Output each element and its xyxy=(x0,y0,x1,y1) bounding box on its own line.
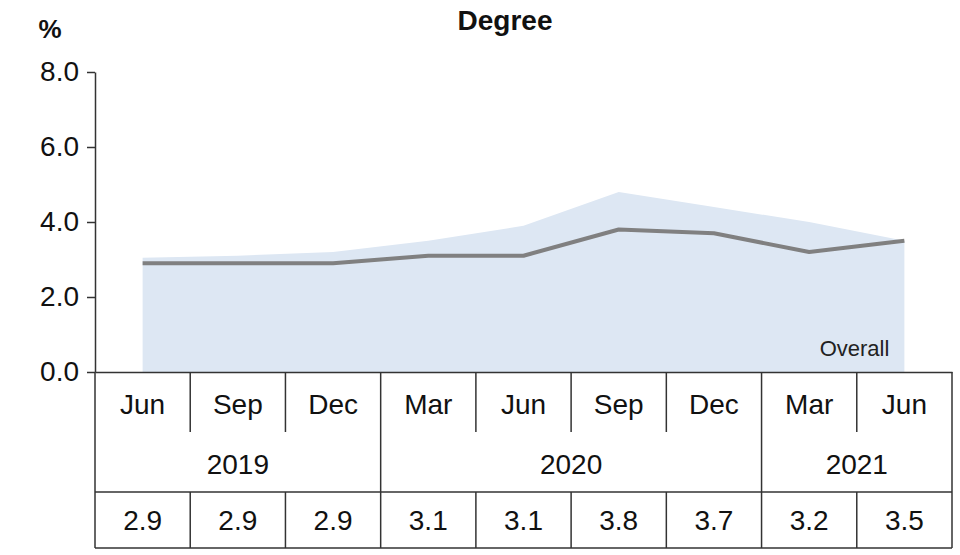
x-tick-label: Mar xyxy=(785,389,833,420)
table-line xyxy=(285,492,287,548)
data-label: 3.1 xyxy=(504,505,543,536)
series-label: Overall xyxy=(820,336,890,361)
x-tick-label: Dec xyxy=(308,389,358,420)
x-tick: Dec xyxy=(689,372,739,420)
y-tick-mark xyxy=(87,72,95,74)
y-tick-label: 6.0 xyxy=(40,131,79,162)
table-line xyxy=(95,547,952,549)
year-label: 2019 xyxy=(207,449,269,480)
x-tick: Jun xyxy=(120,372,165,420)
plot-area xyxy=(143,192,905,372)
y-axis: 0.0 2.0 4.0 6.0 8.0 xyxy=(40,56,95,387)
table-line xyxy=(951,372,953,548)
table-line xyxy=(475,492,477,548)
x-tick-label: Jun xyxy=(882,389,927,420)
table-line xyxy=(95,491,952,493)
chart: Overall 0.0 2.0 4.0 6.0 8.0 Jun Sep Dec Mar Jun Sep… xyxy=(0,0,960,555)
data-label: 3.1 xyxy=(409,505,448,536)
x-tick: Mar xyxy=(785,372,833,420)
x-tick-label: Jun xyxy=(501,389,546,420)
y-tick-label: 4.0 xyxy=(40,206,79,237)
data-label: 3.2 xyxy=(790,505,829,536)
x-tick-label: Mar xyxy=(404,389,452,420)
overall-line xyxy=(143,230,905,264)
data-label: 2.9 xyxy=(314,505,353,536)
table-line xyxy=(570,492,572,548)
table-line xyxy=(666,492,668,548)
x-tick: Sep xyxy=(213,372,263,420)
year-label: 2020 xyxy=(540,449,602,480)
data-label: 3.8 xyxy=(599,505,638,536)
data-label: 2.9 xyxy=(218,505,257,536)
table-line xyxy=(570,372,572,432)
range-area xyxy=(143,192,905,372)
x-tick: Sep xyxy=(594,372,644,420)
x-axis: Jun Sep Dec Mar Jun Sep Dec Mar Jun xyxy=(96,372,953,420)
table-line xyxy=(761,492,763,548)
table-line xyxy=(475,372,477,432)
y-tick-mark xyxy=(87,297,95,299)
y-tick-mark xyxy=(87,147,95,149)
x-axis-line xyxy=(96,372,953,374)
table-line xyxy=(856,372,858,432)
x-tick: Mar xyxy=(404,372,452,420)
x-tick: Dec xyxy=(308,372,358,420)
y-tick: 2.0 xyxy=(40,281,95,312)
y-tick: 6.0 xyxy=(40,131,95,162)
y-tick-mark xyxy=(87,372,95,374)
table-line xyxy=(380,372,382,492)
table-line xyxy=(94,372,96,548)
year-label: 2021 xyxy=(826,449,888,480)
y-tick-label: 8.0 xyxy=(40,56,79,87)
data-label: 3.7 xyxy=(694,505,733,536)
table-line xyxy=(380,492,382,548)
y-tick-label: 2.0 xyxy=(40,281,79,312)
data-label: 2.9 xyxy=(123,505,162,536)
y-axis-title: % xyxy=(38,14,61,44)
x-tick-label: Sep xyxy=(594,389,644,420)
y-tick: 8.0 xyxy=(40,56,95,87)
x-tick: Jun xyxy=(501,372,546,420)
data-label: 3.5 xyxy=(885,505,924,536)
x-tick-label: Sep xyxy=(213,389,263,420)
x-tick-label: Dec xyxy=(689,389,739,420)
y-tick-label: 0.0 xyxy=(40,356,79,387)
table-line xyxy=(666,372,668,432)
table-line xyxy=(285,372,287,432)
table-line xyxy=(189,492,191,548)
x-tick: Jun xyxy=(882,372,927,420)
table-grid xyxy=(95,372,952,548)
table-line xyxy=(761,372,763,492)
table-line xyxy=(189,372,191,432)
y-tick: 0.0 xyxy=(40,356,95,387)
y-tick: 4.0 xyxy=(40,206,95,237)
chart-title: Degree xyxy=(458,5,553,36)
x-tick-label: Jun xyxy=(120,389,165,420)
y-tick-mark xyxy=(87,222,95,224)
table-line xyxy=(856,492,858,548)
